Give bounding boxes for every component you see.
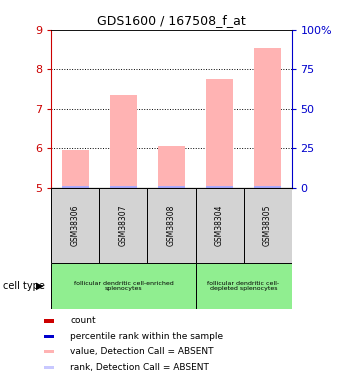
Bar: [206, 186, 233, 188]
Text: percentile rank within the sample: percentile rank within the sample: [70, 332, 223, 341]
Text: rank, Detection Call = ABSENT: rank, Detection Call = ABSENT: [70, 363, 209, 372]
Bar: [158, 146, 185, 188]
Bar: [110, 95, 137, 188]
Text: GSM38305: GSM38305: [263, 204, 272, 246]
Bar: [62, 150, 88, 188]
Bar: [255, 48, 281, 188]
Bar: [44, 366, 54, 369]
Text: value, Detection Call = ABSENT: value, Detection Call = ABSENT: [70, 347, 214, 356]
Bar: [44, 319, 54, 322]
Bar: [244, 188, 292, 262]
Bar: [255, 186, 281, 188]
Bar: [110, 186, 137, 188]
Bar: [196, 188, 244, 262]
Bar: [62, 186, 88, 188]
Text: GSM38307: GSM38307: [119, 204, 128, 246]
Text: count: count: [70, 316, 96, 326]
Text: ▶: ▶: [36, 281, 44, 291]
Text: follicular dendritic cell-
depleted splenocytes: follicular dendritic cell- depleted sple…: [208, 280, 280, 291]
Bar: [44, 334, 54, 338]
Bar: [51, 188, 99, 262]
Bar: [158, 186, 185, 188]
Bar: [44, 350, 54, 354]
Bar: [206, 79, 233, 188]
Text: cell type: cell type: [3, 281, 45, 291]
Bar: [99, 188, 147, 262]
Text: GSM38304: GSM38304: [215, 204, 224, 246]
Bar: [147, 188, 196, 262]
Text: GSM38306: GSM38306: [71, 204, 80, 246]
Text: follicular dendritic cell-enriched
splenocytes: follicular dendritic cell-enriched splen…: [74, 280, 173, 291]
Bar: [51, 262, 196, 309]
Text: GSM38308: GSM38308: [167, 204, 176, 246]
Bar: [196, 262, 292, 309]
Title: GDS1600 / 167508_f_at: GDS1600 / 167508_f_at: [97, 15, 246, 27]
